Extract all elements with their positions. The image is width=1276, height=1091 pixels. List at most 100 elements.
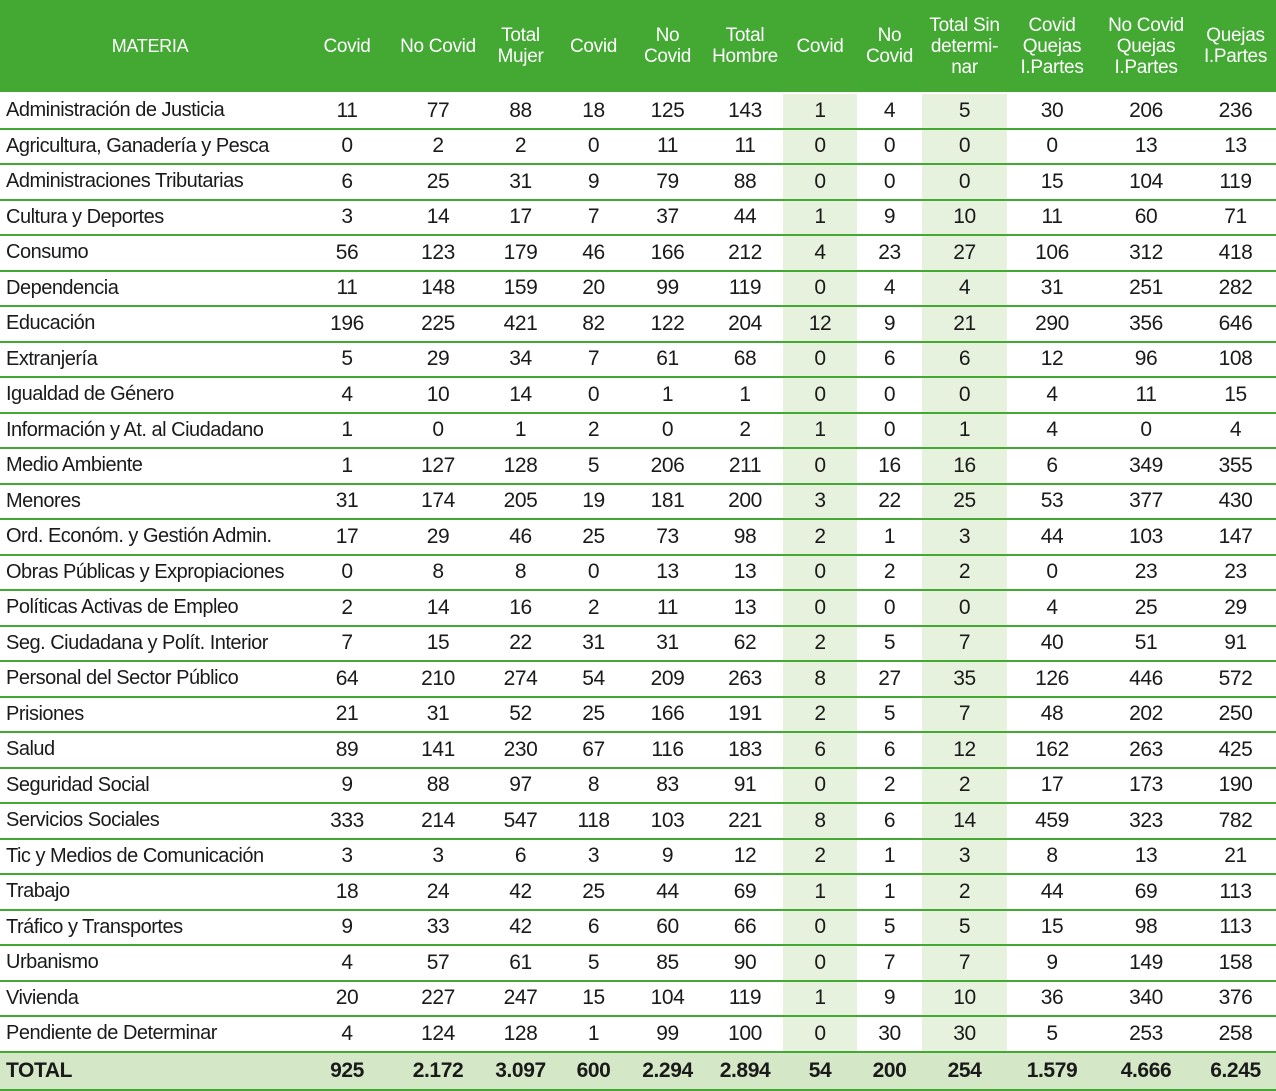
table-cell: 89 [300, 732, 394, 769]
table-cell: 11 [300, 93, 394, 130]
table-cell: 8 [559, 767, 628, 804]
table-cell: 1 [300, 412, 394, 449]
table-cell: 174 [394, 483, 482, 520]
table-cell: 52 [482, 696, 559, 733]
table-cell: 236 [1195, 93, 1276, 130]
table-cell: 127 [394, 448, 482, 485]
table-cell: 206 [628, 448, 707, 485]
column-header: Total Mujer [482, 0, 559, 94]
total-cell: 2.294 [628, 1050, 707, 1091]
table-cell: 0 [783, 448, 857, 485]
table-cell: 0 [394, 412, 482, 449]
table-cell: 31 [1007, 270, 1097, 307]
table-cell: 200 [707, 483, 783, 520]
table-cell: 69 [1097, 874, 1195, 911]
table-cell: 113 [1195, 874, 1276, 911]
table-cell: 11 [628, 128, 707, 165]
table-cell: 1 [922, 412, 1007, 449]
table-cell: 44 [628, 874, 707, 911]
table-cell: 2 [559, 412, 628, 449]
table-cell: 96 [1097, 341, 1195, 378]
table-cell: 258 [1195, 1016, 1276, 1053]
table-cell: 18 [559, 93, 628, 130]
table-cell: 14 [394, 199, 482, 236]
table-row: Extranjería 5 29 34 7 61 68 0 6 6 12 96 108 [0, 341, 1276, 378]
table-cell: 3 [922, 519, 1007, 556]
table-cell: 2 [783, 519, 857, 556]
table-cell: 48 [1007, 696, 1097, 733]
row-materia-label: Tic y Medios de Comunicación [0, 838, 300, 875]
total-cell: 2.894 [707, 1050, 783, 1091]
table-cell: 147 [1195, 519, 1276, 556]
table-cell: 148 [394, 270, 482, 307]
table-cell: 22 [482, 625, 559, 662]
table-cell: 212 [707, 235, 783, 272]
table-cell: 2 [783, 838, 857, 875]
table-row: Obras Públicas y Expropiaciones 0 8 8 0 13 13 0… [0, 554, 1276, 591]
table-cell: 11 [1097, 377, 1195, 414]
table-cell: 66 [707, 909, 783, 946]
table-cell: 166 [628, 696, 707, 733]
table-cell: 5 [559, 448, 628, 485]
table-row: Cultura y Deportes 3 14 17 7 37 44 1 9 10 11 60 71 [0, 199, 1276, 236]
table-row: Salud 89 141 230 67 116 183 6 6 12 162 263 425 [0, 732, 1276, 769]
table-cell: 2 [707, 412, 783, 449]
total-row: TOTAL 925 2.172 3.097 600 2.294 2.894 54 200 254 1… [0, 1050, 1276, 1091]
table-cell: 418 [1195, 235, 1276, 272]
row-materia-label: Seg. Ciudadana y Polít. Interior [0, 625, 300, 662]
table-cell: 73 [628, 519, 707, 556]
table-cell: 98 [1097, 909, 1195, 946]
table-cell: 71 [1195, 199, 1276, 236]
table-cell: 14 [394, 590, 482, 627]
table-cell: 113 [1195, 909, 1276, 946]
table-cell: 91 [1195, 625, 1276, 662]
table-cell: 183 [707, 732, 783, 769]
table-cell: 100 [707, 1016, 783, 1053]
table-cell: 2 [922, 874, 1007, 911]
table-cell: 17 [300, 519, 394, 556]
table-cell: 312 [1097, 235, 1195, 272]
table-cell: 1 [707, 377, 783, 414]
table-cell: 0 [857, 590, 922, 627]
table-row: Trabajo 18 24 42 25 44 69 1 1 2 44 69 113 [0, 874, 1276, 911]
table-cell: 547 [482, 803, 559, 840]
table-cell: 0 [783, 270, 857, 307]
table-cell: 425 [1195, 732, 1276, 769]
table-cell: 6 [922, 341, 1007, 378]
table-cell: 376 [1195, 980, 1276, 1017]
row-materia-label: Trabajo [0, 874, 300, 911]
table-cell: 9 [559, 164, 628, 201]
table-cell: 24 [394, 874, 482, 911]
table-cell: 27 [922, 235, 1007, 272]
table-cell: 227 [394, 980, 482, 1017]
table-cell: 21 [1195, 838, 1276, 875]
table-cell: 349 [1097, 448, 1195, 485]
table-cell: 13 [628, 554, 707, 591]
table-cell: 459 [1007, 803, 1097, 840]
table-cell: 15 [559, 980, 628, 1017]
row-materia-label: Información y At. al Ciudadano [0, 412, 300, 449]
table-cell: 2 [857, 767, 922, 804]
table-cell: 25 [1097, 590, 1195, 627]
column-header: Total Sin determi- nar [922, 0, 1007, 94]
row-materia-label: Personal del Sector Público [0, 661, 300, 698]
table-cell: 42 [482, 909, 559, 946]
table-cell: 225 [394, 306, 482, 343]
row-materia-label: Medio Ambiente [0, 448, 300, 485]
table-cell: 0 [783, 554, 857, 591]
table-row: Educación 196 225 421 82 122 204 12 9 21 290 356 646 [0, 306, 1276, 343]
table-cell: 13 [707, 590, 783, 627]
table-cell: 356 [1097, 306, 1195, 343]
table-cell: 5 [857, 625, 922, 662]
table-cell: 0 [922, 164, 1007, 201]
total-cell: 600 [559, 1050, 628, 1091]
table-cell: 91 [707, 767, 783, 804]
table-row: Servicios Sociales 333 214 547 118 103 221 8 6 14… [0, 803, 1276, 840]
table-cell: 0 [783, 377, 857, 414]
table-cell: 5 [922, 909, 1007, 946]
column-header: Covid [783, 0, 857, 94]
row-materia-label: Administración de Justicia [0, 93, 300, 130]
table-cell: 230 [482, 732, 559, 769]
table-cell: 8 [1007, 838, 1097, 875]
